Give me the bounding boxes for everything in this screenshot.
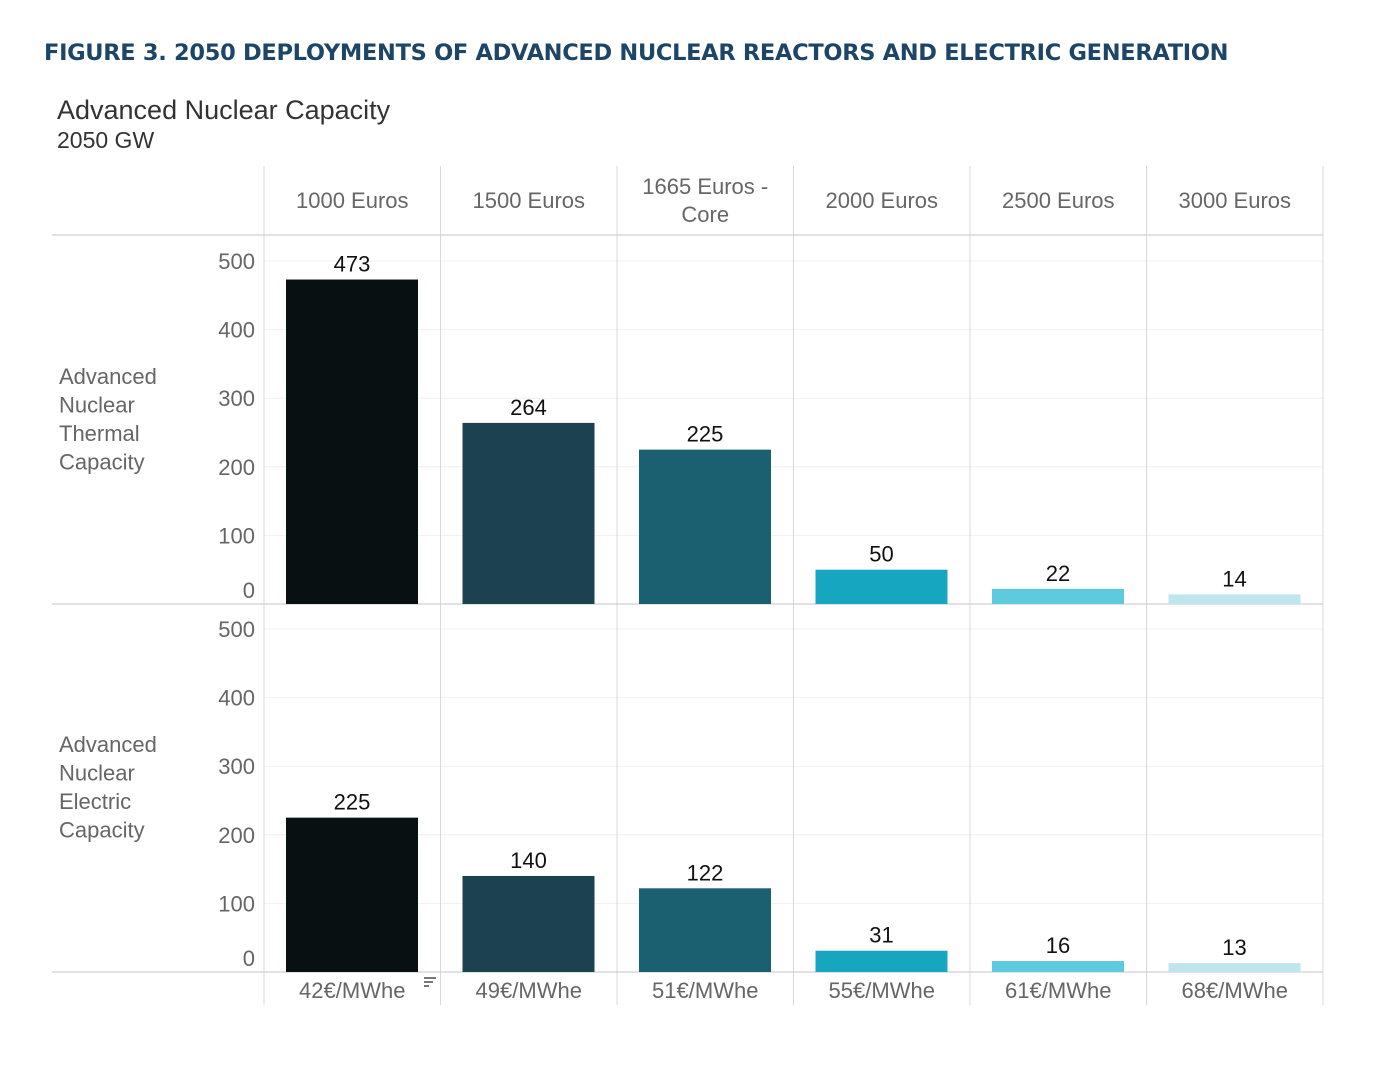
bar	[992, 588, 1124, 604]
column-footer-label: 49€/MWhe	[476, 978, 582, 1003]
y-tick-label: 200	[218, 455, 255, 480]
y-tick-label: 400	[218, 318, 255, 343]
chart-subtitle: 2050 GW	[57, 127, 155, 153]
chart-title: Advanced Nuclear Capacity	[57, 95, 391, 125]
data-label: 225	[687, 422, 724, 447]
data-label: 50	[869, 542, 893, 567]
data-label: 473	[334, 252, 371, 277]
column-footer-label: 51€/MWhe	[652, 978, 758, 1003]
bar	[462, 875, 595, 972]
column-footer-label: 68€/MWhe	[1182, 978, 1288, 1003]
data-label: 264	[510, 395, 547, 420]
y-tick-label: 200	[218, 823, 255, 848]
column-header: 2500 Euros	[1002, 188, 1115, 213]
y-tick-label: 0	[243, 946, 255, 971]
row-label: Thermal	[59, 421, 140, 446]
bar	[992, 961, 1124, 972]
y-tick-label: 400	[218, 686, 255, 711]
data-label: 31	[869, 923, 893, 948]
row-label: Capacity	[59, 818, 145, 843]
bar	[462, 422, 595, 604]
bar	[815, 569, 948, 604]
row-label: Nuclear	[59, 761, 135, 786]
column-footer-label: 61€/MWhe	[1005, 978, 1111, 1003]
bar	[639, 888, 771, 972]
data-label: 13	[1222, 935, 1246, 960]
column-header: 3000 Euros	[1178, 188, 1291, 213]
row-label: Electric	[59, 789, 131, 814]
row-label: Nuclear	[59, 393, 135, 418]
data-label: 16	[1046, 933, 1070, 958]
bar	[286, 279, 418, 604]
y-tick-label: 500	[218, 249, 255, 274]
column-footer-label: 42€/MWhe	[299, 978, 405, 1003]
row-label: Advanced	[59, 364, 157, 389]
y-tick-label: 100	[218, 523, 255, 548]
figure-title: FIGURE 3. 2050 DEPLOYMENTS OF ADVANCED N…	[44, 40, 1229, 66]
data-label: 140	[510, 848, 547, 873]
data-label: 122	[687, 860, 724, 885]
y-tick-label: 0	[243, 578, 255, 603]
data-label: 22	[1046, 561, 1070, 586]
row-label: Advanced	[59, 732, 157, 757]
bar	[1168, 594, 1301, 604]
column-footer-label: 55€/MWhe	[829, 978, 935, 1003]
y-tick-label: 100	[218, 891, 255, 916]
bar	[1168, 963, 1301, 972]
column-header: 1500 Euros	[472, 188, 585, 213]
bar	[639, 449, 771, 604]
bar	[286, 817, 418, 972]
bar	[815, 950, 948, 972]
column-header: 2000 Euros	[825, 188, 938, 213]
column-header: 1665 Euros -	[642, 174, 768, 199]
data-label: 14	[1222, 566, 1246, 591]
y-tick-label: 300	[218, 386, 255, 411]
y-tick-label: 500	[218, 617, 255, 642]
y-tick-label: 300	[218, 754, 255, 779]
column-header: Core	[681, 202, 729, 227]
data-label: 225	[334, 790, 371, 815]
column-header: 1000 Euros	[296, 188, 409, 213]
row-label: Capacity	[59, 450, 145, 475]
